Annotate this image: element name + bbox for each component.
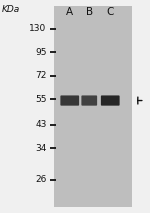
FancyBboxPatch shape bbox=[81, 95, 97, 106]
Text: 55: 55 bbox=[35, 95, 46, 104]
Text: KDa: KDa bbox=[2, 5, 20, 14]
Text: 43: 43 bbox=[35, 120, 46, 129]
Text: 95: 95 bbox=[35, 48, 46, 57]
Text: 26: 26 bbox=[35, 176, 46, 184]
Text: C: C bbox=[106, 7, 114, 17]
Text: 34: 34 bbox=[35, 144, 46, 153]
FancyBboxPatch shape bbox=[60, 95, 79, 106]
Text: 72: 72 bbox=[35, 71, 46, 80]
Text: B: B bbox=[86, 7, 93, 17]
Text: A: A bbox=[66, 7, 73, 17]
FancyBboxPatch shape bbox=[101, 95, 120, 106]
Bar bbox=[54, 6, 132, 207]
Text: 130: 130 bbox=[29, 24, 46, 33]
